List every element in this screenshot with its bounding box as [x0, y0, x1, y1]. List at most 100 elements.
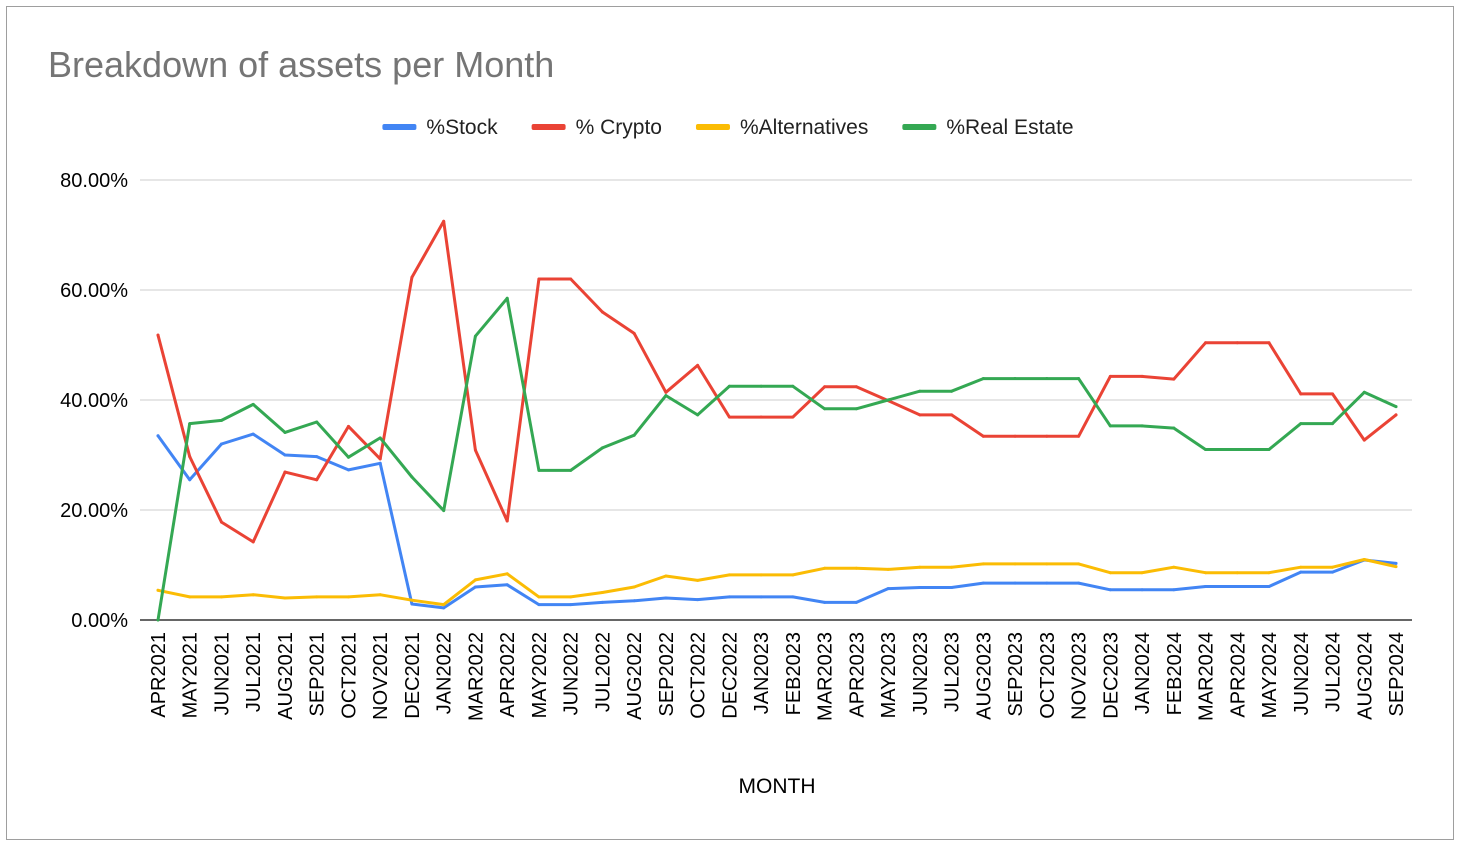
x-tick-label: AUG2024 [1354, 632, 1376, 720]
legend-label: %Alternatives [740, 116, 868, 139]
data-point [283, 430, 287, 434]
data-point [346, 468, 350, 472]
data-point [1045, 434, 1049, 438]
data-point [1108, 424, 1112, 428]
x-tick-label: DEC2023 [1100, 632, 1122, 719]
data-point [1394, 565, 1398, 569]
data-point [854, 385, 858, 389]
data-point [1362, 390, 1366, 394]
data-point [569, 277, 573, 281]
x-tick-label: FEB2024 [1164, 632, 1186, 715]
data-point [886, 587, 890, 591]
data-point [346, 595, 350, 599]
data-point [632, 599, 636, 603]
data-point [1299, 570, 1303, 574]
data-point [569, 603, 573, 607]
data-point [1299, 392, 1303, 396]
data-point [410, 602, 414, 606]
data-point [219, 418, 223, 422]
x-tick-label: JAN2023 [751, 632, 773, 714]
data-point [632, 433, 636, 437]
data-point [442, 606, 446, 610]
data-point [1077, 377, 1081, 381]
x-tick-label: JAN2024 [1132, 632, 1154, 714]
series-line [156, 296, 1398, 622]
data-point [823, 566, 827, 570]
data-point [473, 448, 477, 452]
data-point [981, 562, 985, 566]
data-point [854, 566, 858, 570]
data-point [1172, 565, 1176, 569]
x-tick-label: SEP2023 [1005, 632, 1027, 717]
data-point [1108, 588, 1112, 592]
x-tick-label: SEP2021 [307, 632, 329, 717]
x-tick-label: NOV2023 [1069, 632, 1091, 720]
data-point [696, 598, 700, 602]
data-point [188, 422, 192, 426]
data-point [1013, 377, 1017, 381]
series-lines [156, 219, 1398, 622]
data-point [1013, 581, 1017, 585]
series-line [156, 558, 1398, 607]
data-point [1235, 448, 1239, 451]
data-point [727, 595, 731, 599]
y-tick-label: 20.00% [60, 500, 128, 522]
x-tick-label: FEB2023 [783, 632, 805, 715]
data-point [886, 567, 890, 571]
data-point [442, 509, 446, 513]
data-point [188, 478, 192, 482]
data-point [918, 413, 922, 417]
x-tick-label: APR2022 [497, 632, 519, 718]
data-point [378, 457, 382, 461]
legend-item: %Stock [382, 116, 498, 139]
data-point [696, 363, 700, 367]
data-point [251, 540, 255, 544]
x-tick-label: DEC2022 [719, 632, 741, 719]
data-point [410, 598, 414, 602]
data-point [473, 334, 477, 338]
data-point [505, 583, 509, 587]
data-point [1172, 377, 1176, 381]
x-tick-label: SEP2024 [1386, 632, 1408, 717]
x-tick-label: JUL2023 [942, 632, 964, 712]
x-tick-label: JUN2023 [910, 632, 932, 715]
x-tick-label: JUN2022 [561, 632, 583, 715]
x-tick-label: AUG2023 [973, 632, 995, 720]
x-tick-label: APR2021 [148, 632, 170, 718]
data-point [854, 407, 858, 411]
data-point [188, 455, 192, 459]
data-point [442, 603, 446, 607]
x-tick-label: APR2024 [1227, 632, 1249, 718]
y-axis-ticks: 0.00% 20.00% 40.00% 60.00% 80.00% [60, 170, 128, 632]
data-point [727, 573, 731, 577]
data-point [600, 310, 604, 314]
data-point [1077, 562, 1081, 566]
data-point [378, 436, 382, 440]
data-point [537, 468, 541, 472]
data-point [854, 600, 858, 604]
data-point [1204, 448, 1208, 451]
x-axis-title: MONTH [739, 775, 816, 798]
data-point [632, 331, 636, 335]
data-point [1299, 422, 1303, 426]
data-point [981, 377, 985, 381]
legend-item: %Real Estate [902, 116, 1074, 139]
data-point [1204, 571, 1208, 575]
data-point [410, 475, 414, 479]
data-point [823, 385, 827, 389]
data-point [950, 565, 954, 569]
data-point [378, 461, 382, 465]
x-tick-label: OCT2022 [688, 632, 710, 719]
x-tick-label: MAY2023 [878, 632, 900, 718]
x-tick-label: MAR2023 [815, 632, 837, 721]
data-point [473, 585, 477, 589]
data-point [759, 415, 763, 419]
data-point [251, 402, 255, 406]
data-point [219, 442, 223, 446]
data-point [791, 595, 795, 599]
data-point [950, 389, 954, 393]
data-point [1140, 374, 1144, 378]
data-point [156, 618, 160, 622]
data-point [1045, 377, 1049, 381]
data-point [759, 595, 763, 599]
